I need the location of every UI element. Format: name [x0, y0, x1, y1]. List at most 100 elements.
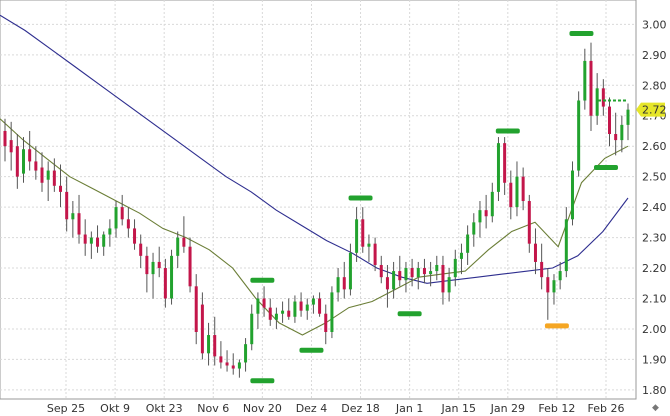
candle [620, 115, 624, 153]
candle-body [540, 261, 544, 278]
candle [324, 304, 328, 345]
low-marker [397, 311, 422, 317]
x-tick-label: Dez 18 [341, 402, 380, 415]
high-marker [250, 277, 275, 283]
candle-body [268, 307, 272, 320]
candle [398, 255, 402, 287]
candle [28, 130, 32, 171]
candle-body [207, 335, 211, 354]
candle [583, 48, 587, 110]
candle [299, 292, 303, 317]
candle [577, 91, 581, 177]
candle-body [120, 207, 124, 220]
candle [441, 255, 445, 305]
candle-body [521, 176, 525, 202]
candle-body [601, 88, 605, 107]
candle [546, 268, 550, 320]
candle [447, 268, 451, 302]
candle [373, 237, 377, 272]
x-tick-label: Jan 15 [441, 402, 476, 415]
candle-body [293, 301, 297, 317]
candle [3, 118, 7, 162]
candle-body [404, 268, 408, 281]
candle-body [281, 310, 285, 314]
candle-body [139, 243, 143, 256]
candle-body [305, 304, 309, 311]
candle-body [52, 170, 56, 186]
candle-body [176, 237, 180, 256]
candle [231, 353, 235, 375]
x-tick-label: Okt 23 [146, 402, 183, 415]
candle-body [453, 258, 457, 278]
candle [126, 207, 130, 238]
candle [626, 103, 630, 141]
candle [318, 292, 322, 317]
candle [533, 228, 537, 275]
low-marker [250, 378, 275, 384]
candle [515, 161, 519, 217]
candle-body [385, 277, 389, 290]
y-tick-label: 2.80 [642, 79, 667, 92]
candle [416, 261, 420, 290]
candle [262, 286, 266, 317]
moving-averages [0, 14, 629, 336]
candle-body [367, 243, 371, 247]
candle [256, 292, 260, 329]
candle-body [546, 277, 550, 293]
candle-body [287, 310, 291, 317]
candle-body [620, 124, 624, 141]
candle-body [170, 255, 174, 299]
candle [527, 194, 531, 253]
candle [182, 216, 186, 253]
candle [392, 261, 396, 299]
candle [503, 137, 507, 195]
low-marker [299, 347, 324, 353]
candle [330, 286, 334, 339]
candle-body [626, 109, 630, 125]
candle-body [564, 219, 568, 272]
candle-body [496, 143, 500, 192]
candle [311, 295, 315, 314]
candle-body [250, 313, 254, 345]
candle-body [59, 185, 63, 192]
candle [342, 261, 346, 299]
candle-body [318, 298, 322, 314]
candle [151, 252, 155, 299]
candle-body [126, 219, 130, 229]
candle [429, 261, 433, 287]
x-tick-label: Jan 29 [490, 402, 525, 415]
candle [274, 307, 278, 329]
candle [22, 137, 26, 183]
y-tick-label: 2.60 [642, 140, 667, 153]
candle-body [595, 88, 599, 116]
special_low-marker [544, 323, 569, 329]
candle [52, 158, 56, 192]
x-tick-label: Nov 20 [243, 402, 282, 415]
candle-body [151, 261, 155, 275]
candle-body [348, 252, 352, 290]
high-marker [495, 128, 520, 134]
candle [558, 261, 562, 290]
candle [293, 295, 297, 323]
candle [496, 137, 500, 202]
candle-body [577, 100, 581, 171]
candle [244, 338, 248, 372]
candle [213, 316, 217, 366]
candle [478, 201, 482, 238]
candle [83, 219, 87, 256]
y-tick-label: 2.10 [642, 292, 667, 305]
candle [509, 170, 513, 220]
candle-body [299, 301, 303, 311]
candle-body [89, 237, 93, 244]
candle-body [311, 298, 315, 305]
last-price-badge: 2.72 [636, 102, 667, 117]
y-tick-label: 2.20 [642, 262, 667, 275]
candle-body [515, 176, 519, 208]
candle-body [262, 298, 266, 308]
candle-body [447, 277, 451, 293]
candle-body [472, 222, 476, 235]
candle [89, 231, 93, 259]
candle [453, 249, 457, 287]
candle [114, 201, 118, 238]
